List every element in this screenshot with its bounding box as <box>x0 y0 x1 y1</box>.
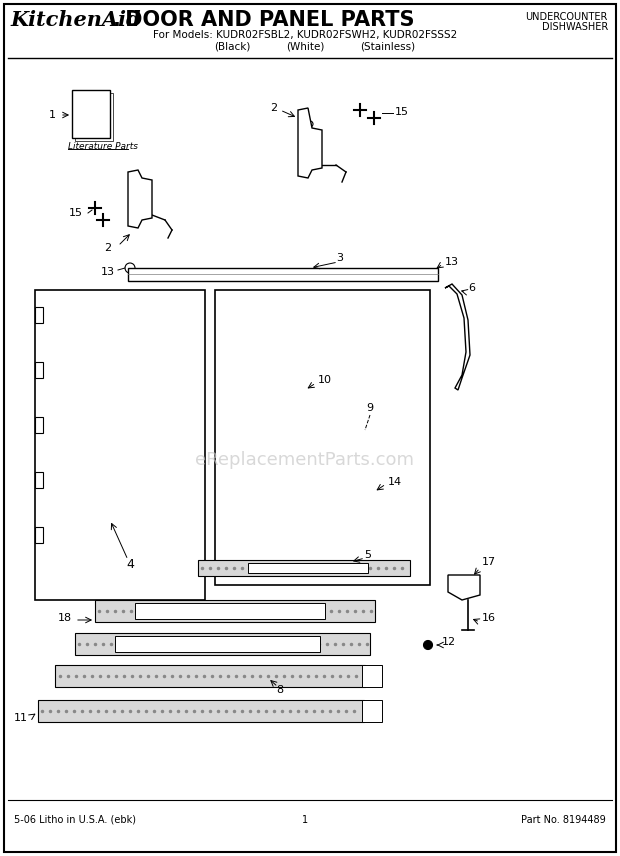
Bar <box>72 90 110 138</box>
Text: eReplacementParts.com: eReplacementParts.com <box>195 451 415 469</box>
Text: DISHWASHER: DISHWASHER <box>542 22 608 32</box>
Bar <box>35 290 205 600</box>
Bar <box>135 603 325 619</box>
Bar <box>362 700 382 722</box>
Circle shape <box>234 305 246 316</box>
Text: 5-06 Litho in U.S.A. (ebk): 5-06 Litho in U.S.A. (ebk) <box>14 815 136 825</box>
Text: Part No. 8194489: Part No. 8194489 <box>521 815 606 825</box>
Circle shape <box>402 305 414 316</box>
Text: DOOR AND PANEL PARTS: DOOR AND PANEL PARTS <box>118 10 415 30</box>
Text: 12: 12 <box>442 637 456 647</box>
Bar <box>95 600 375 622</box>
Text: 17: 17 <box>482 557 496 567</box>
Text: 15: 15 <box>395 107 409 117</box>
Text: (Black): (Black) <box>214 41 250 51</box>
Text: (Stainless): (Stainless) <box>360 41 415 51</box>
Text: Literature Parts: Literature Parts <box>68 142 138 151</box>
Text: 15: 15 <box>69 208 83 218</box>
Text: 10: 10 <box>318 375 332 385</box>
Bar <box>55 665 365 687</box>
Bar <box>215 290 430 585</box>
PathPatch shape <box>445 284 470 390</box>
Text: 11: 11 <box>14 713 28 723</box>
Text: 16: 16 <box>482 613 496 623</box>
Text: 9: 9 <box>366 403 374 413</box>
Text: KitchenAid: KitchenAid <box>10 10 141 30</box>
Text: 4: 4 <box>126 558 134 572</box>
Circle shape <box>466 579 474 586</box>
Bar <box>75 633 370 655</box>
Bar <box>35 417 43 433</box>
Text: 2: 2 <box>104 243 112 253</box>
Text: UNDERCOUNTER: UNDERCOUNTER <box>526 12 608 22</box>
Circle shape <box>234 562 246 574</box>
Text: 2: 2 <box>270 103 277 113</box>
Text: 3: 3 <box>337 253 343 263</box>
Circle shape <box>402 562 414 574</box>
Polygon shape <box>128 170 152 228</box>
Circle shape <box>423 640 433 650</box>
Bar <box>198 560 410 576</box>
Text: 1: 1 <box>48 110 56 120</box>
Text: 5: 5 <box>365 550 371 560</box>
Polygon shape <box>448 575 480 600</box>
Text: 1: 1 <box>302 815 308 825</box>
Bar <box>115 636 320 652</box>
Bar <box>35 472 43 488</box>
Text: 18: 18 <box>58 613 72 623</box>
Bar <box>35 527 43 543</box>
Text: 14: 14 <box>388 477 402 487</box>
Bar <box>128 268 438 281</box>
Text: .: . <box>113 10 121 30</box>
Text: 8: 8 <box>277 685 283 695</box>
Bar <box>35 362 43 378</box>
Text: For Models: KUDR02FSBL2, KUDR02FSWH2, KUDR02FSSS2: For Models: KUDR02FSBL2, KUDR02FSWH2, KU… <box>153 30 457 40</box>
Text: 6: 6 <box>468 283 475 293</box>
Bar <box>75 93 113 141</box>
Text: 13: 13 <box>101 267 115 277</box>
Text: (White): (White) <box>286 41 324 51</box>
Bar <box>362 665 382 687</box>
Bar <box>248 563 368 573</box>
Text: 13: 13 <box>445 257 459 267</box>
Bar <box>35 307 43 323</box>
Polygon shape <box>298 108 322 178</box>
Bar <box>38 700 364 722</box>
